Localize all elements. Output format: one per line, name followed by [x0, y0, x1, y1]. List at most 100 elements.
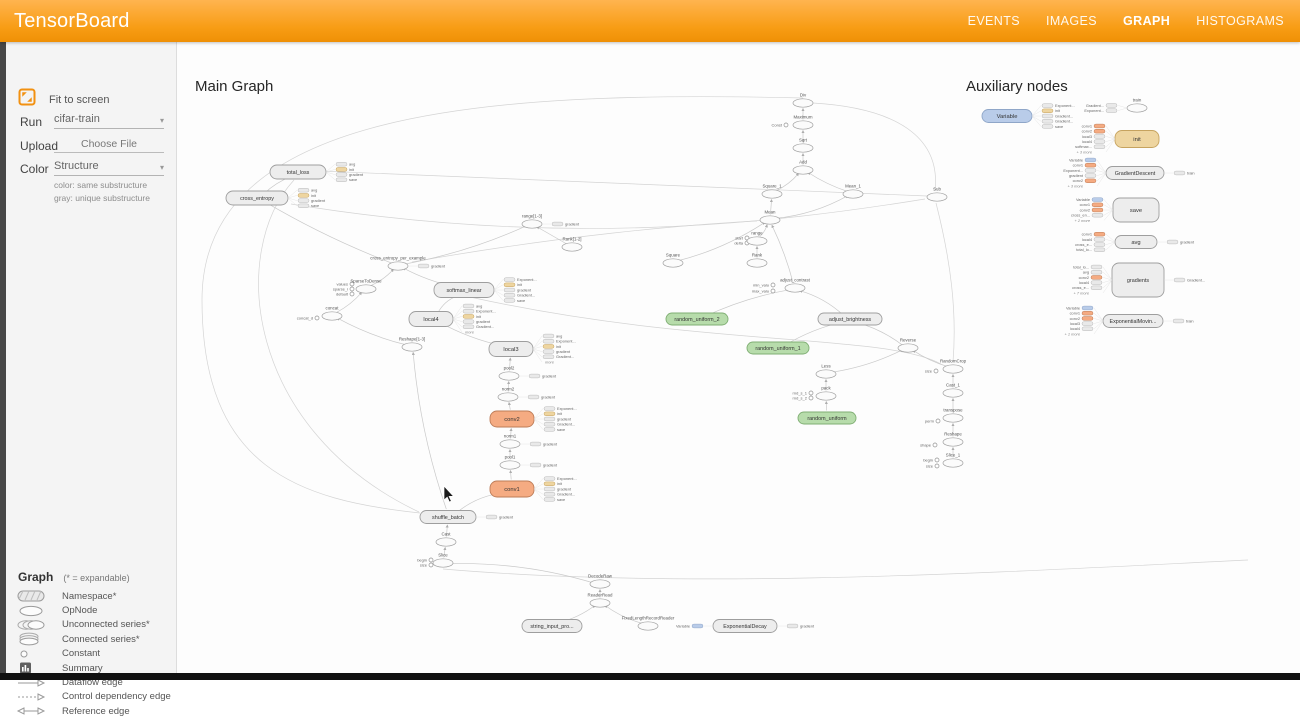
graph-node-RandomCrop[interactable]: RandomCrop: [940, 359, 967, 374]
svg-text:shuffle_batch: shuffle_batch: [432, 515, 464, 521]
graph-node-Reshape[1-3][interactable]: Reshape[1-3]: [399, 337, 425, 352]
graph-node-avg[interactable]: avg gradient conv1local4cross_e...total_lo…: [1075, 232, 1195, 253]
tab-images[interactable]: IMAGES: [1046, 14, 1098, 28]
graph-node-Reshape[interactable]: Reshape: [942, 432, 964, 447]
graph-node-GradientDescent[interactable]: GradientDescent train Variableconv1Exponen…: [1063, 157, 1194, 188]
graph-node-cross_entropy_per_example[interactable]: cross_entropy_per_example gradient: [370, 256, 446, 271]
run-select[interactable]: cifar-train ▾: [54, 113, 164, 129]
color-select[interactable]: Structure ▾: [54, 160, 164, 176]
svg-text:save: save: [349, 177, 357, 182]
graph-node-Reverse[interactable]: Reverse: [897, 338, 919, 353]
legend-item: Connected series*: [16, 632, 176, 646]
graph-node-softmax_linear[interactable]: softmax_linear Exponent...initgradientGra…: [433, 277, 537, 303]
graph-const-rnd_s_1[interactable]: [808, 390, 814, 396]
graph-node-string_input_pro...[interactable]: string_input_pro...: [521, 619, 583, 633]
graph-node-Sub[interactable]: Sub: [926, 187, 948, 202]
graph-node-adjust_brightness[interactable]: adjust_brightness: [817, 312, 883, 326]
graph-node-concat[interactable]: concat: [321, 306, 343, 321]
graph-node-conv1[interactable]: conv1 Exponent...initgradientGradient...s…: [489, 476, 577, 502]
graph-const-min_valu[interactable]: [770, 282, 776, 288]
graph-node-transpose[interactable]: transpose: [942, 408, 964, 423]
svg-text:conv1: conv1: [1080, 202, 1090, 207]
graph-const-size[interactable]: [428, 562, 434, 568]
graph-node-gradients[interactable]: gradients Gradient... total_lo...avgconv2l…: [1072, 262, 1205, 298]
graph-node-Cast[interactable]: Cast: [435, 532, 457, 547]
svg-text:avg: avg: [476, 303, 482, 308]
graph-node-Rank[interactable]: Rank: [746, 253, 768, 268]
graph-node-Add[interactable]: Add: [792, 160, 814, 175]
graph-const-size[interactable]: [934, 463, 940, 469]
graph-const-values[interactable]: [349, 281, 355, 287]
graph-node-range[interactable]: range: [746, 231, 768, 246]
graph-node-random_uniform_2[interactable]: random_uniform_2: [665, 312, 729, 326]
tab-graph[interactable]: GRAPH: [1123, 14, 1171, 28]
graph-node-Slice_1[interactable]: Slice_1: [942, 453, 964, 468]
graph-node-train[interactable]: train Gradient...Exponent...: [1084, 98, 1148, 114]
graph-node-Square_1[interactable]: Square_1: [761, 184, 783, 199]
svg-text:init: init: [1055, 108, 1061, 113]
graph-const-rnd_s_2[interactable]: [808, 395, 814, 401]
tab-histograms[interactable]: HISTOGRAMS: [1196, 14, 1284, 28]
graph-node-pool1[interactable]: pool1 gradient: [499, 455, 558, 470]
graph-node-pool2[interactable]: pool2 gradient: [498, 366, 557, 381]
graph-const-size[interactable]: [933, 368, 939, 374]
fit-to-screen-icon[interactable]: [18, 88, 36, 111]
graph-node-ExponentialMovin...[interactable]: ExponentialMovin... train Variableconv1con…: [1065, 305, 1194, 336]
graph-node-Less[interactable]: Less: [815, 364, 837, 379]
graph-node-FixedLengthRecordReader[interactable]: FixedLengthRecordReader: [622, 616, 675, 631]
graph-node-local4[interactable]: local4 avgExponent...initgradientGradient…: [408, 303, 496, 334]
graph-node-ExponentialDecay[interactable]: ExponentialDecay gradient Variable: [676, 619, 815, 633]
graph-node-pack[interactable]: pack: [815, 386, 837, 401]
svg-text:Slice: Slice: [438, 553, 448, 558]
graph-node-random_uniform_1[interactable]: random_uniform_1: [746, 341, 810, 355]
graph-node-Sqrt[interactable]: Sqrt: [792, 138, 814, 153]
graph-node-adjust_contrast[interactable]: adjust_contrast: [780, 278, 811, 293]
svg-text:avg: avg: [349, 162, 355, 167]
legend-summary-icon: [16, 661, 50, 675]
graph-node-shuffle_batch[interactable]: shuffle_batch gradient: [419, 510, 514, 524]
graph-const-max_valu[interactable]: [770, 288, 776, 294]
graph-node-SparseToDense[interactable]: SparseToDense: [350, 279, 382, 294]
graph-node-Slice[interactable]: Slice: [432, 553, 454, 568]
graph-const-Const[interactable]: [783, 122, 789, 128]
graph-node-Rank[1-2][interactable]: Rank[1-2]: [561, 237, 583, 252]
graph-node-range[1-3][interactable]: range[1-3] gradient: [521, 214, 580, 229]
graph-node-Maximum[interactable]: Maximum: [792, 115, 814, 130]
graph-node-Mean_1[interactable]: Mean_1: [842, 184, 864, 199]
legend-item: OpNode: [16, 603, 176, 617]
graph-node-Mean[interactable]: Mean: [759, 210, 781, 225]
graph-node-norm2[interactable]: norm2 gradient: [497, 387, 556, 402]
const-label: values: [336, 281, 348, 286]
graph-node-norm1[interactable]: norm1 gradient: [499, 434, 558, 449]
graph-node-local3[interactable]: local3 avgExponent...initgradientGradient…: [488, 333, 576, 364]
legend-item-label: Reference edge: [62, 705, 130, 717]
choose-file-button[interactable]: Choose File: [54, 136, 164, 153]
graph-node-Variable[interactable]: VariableExponent...initGradient...Gradie…: [981, 103, 1075, 129]
tab-events[interactable]: EVENTS: [967, 14, 1020, 28]
graph-const-begin[interactable]: [934, 457, 940, 463]
graph-const-shape[interactable]: [932, 442, 938, 448]
fit-to-screen-control[interactable]: Fit to screen: [18, 88, 110, 111]
graph-node-Div[interactable]: Div: [792, 93, 814, 108]
svg-text:pool2: pool2: [504, 366, 515, 371]
graph-node-random_uniform[interactable]: random_uniform: [797, 411, 857, 425]
graph-const-begin[interactable]: [428, 557, 434, 563]
graph-const-perm[interactable]: [935, 418, 941, 424]
legend-reference-icon: [16, 704, 50, 718]
graph-node-conv2[interactable]: conv2 Exponent...initgradientGradient...s…: [489, 406, 577, 432]
graph-const-concat_d[interactable]: [314, 315, 320, 321]
graph-const-default[interactable]: [349, 291, 355, 297]
svg-text:Square: Square: [666, 253, 681, 258]
graph-const-sparse_i[interactable]: [349, 286, 355, 292]
graph-node-ReaderRead[interactable]: ReaderRead: [588, 593, 613, 608]
graph-node-Cast_1[interactable]: Cast_1: [942, 383, 964, 398]
graph-node-Square[interactable]: Square: [662, 253, 684, 268]
graph-node-DecodeRaw[interactable]: DecodeRaw: [588, 574, 613, 589]
svg-text:conv2: conv2: [1073, 178, 1083, 183]
color-legend-note: color: same substructure gray: unique su…: [54, 180, 150, 203]
